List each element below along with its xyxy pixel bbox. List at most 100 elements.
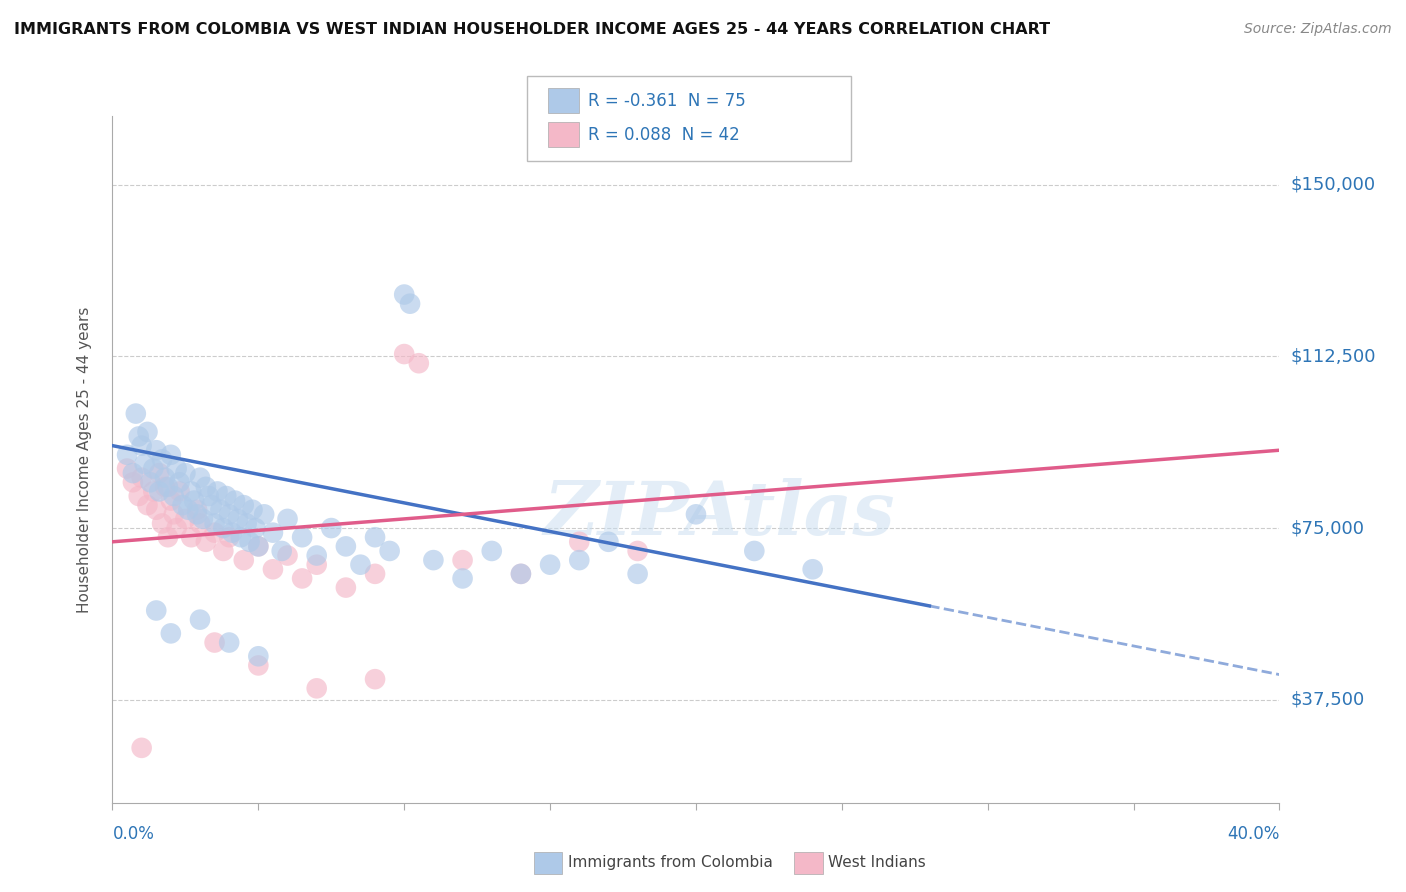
Point	[801, 562, 824, 576]
Point	[247, 540, 270, 554]
Point	[399, 296, 422, 310]
Point	[160, 448, 183, 462]
Point	[262, 525, 284, 540]
Text: R = -0.361  N = 75: R = -0.361 N = 75	[588, 92, 745, 110]
Point	[163, 508, 186, 522]
Point	[150, 452, 173, 467]
Point	[685, 508, 707, 522]
Point	[364, 530, 387, 544]
Point	[166, 521, 188, 535]
Text: West Indians: West Indians	[828, 855, 927, 870]
Point	[204, 635, 226, 649]
Point	[201, 498, 224, 512]
Point	[142, 461, 165, 475]
Point	[148, 466, 170, 480]
Point	[232, 498, 254, 512]
Point	[291, 571, 314, 585]
Point	[568, 534, 591, 549]
Point	[131, 740, 153, 755]
Point	[364, 672, 387, 686]
Point	[538, 558, 561, 572]
Point	[166, 461, 188, 475]
Point	[305, 558, 328, 572]
Point	[242, 502, 264, 516]
Point	[145, 603, 167, 617]
Point	[204, 516, 226, 531]
Point	[186, 508, 208, 522]
Point	[136, 498, 159, 512]
Point	[270, 544, 292, 558]
Point	[136, 425, 159, 439]
Point	[509, 566, 531, 581]
Text: ZIPAtlas: ZIPAtlas	[544, 478, 896, 550]
Point	[188, 471, 211, 485]
Point	[174, 466, 197, 480]
Point	[150, 516, 173, 531]
Text: $37,500: $37,500	[1291, 690, 1365, 709]
Point	[212, 544, 235, 558]
Text: $150,000: $150,000	[1291, 176, 1375, 194]
Point	[125, 407, 148, 421]
Point	[174, 512, 197, 526]
Point	[145, 443, 167, 458]
Point	[134, 457, 156, 471]
Point	[188, 516, 211, 531]
Point	[148, 484, 170, 499]
Text: 40.0%: 40.0%	[1227, 825, 1279, 843]
Point	[218, 508, 240, 522]
Point	[194, 534, 217, 549]
Point	[291, 530, 314, 544]
Point	[245, 521, 267, 535]
Point	[191, 512, 214, 526]
Point	[153, 471, 176, 485]
Point	[247, 540, 270, 554]
Point	[172, 498, 194, 512]
Point	[169, 484, 191, 499]
Text: IMMIGRANTS FROM COLOMBIA VS WEST INDIAN HOUSEHOLDER INCOME AGES 25 - 44 YEARS CO: IMMIGRANTS FROM COLOMBIA VS WEST INDIAN …	[14, 22, 1050, 37]
Point	[142, 484, 165, 499]
Point	[145, 502, 167, 516]
Point	[180, 484, 202, 499]
Y-axis label: Householder Income Ages 25 - 44 years: Householder Income Ages 25 - 44 years	[77, 306, 91, 613]
Point	[364, 566, 387, 581]
Point	[115, 448, 138, 462]
Point	[180, 530, 202, 544]
Point	[247, 658, 270, 673]
Point	[183, 493, 205, 508]
Point	[392, 347, 416, 361]
Point	[509, 566, 531, 581]
Point	[422, 553, 444, 567]
Point	[451, 553, 474, 567]
Point	[335, 581, 357, 595]
Point	[598, 534, 620, 549]
Point	[451, 571, 474, 585]
Point	[169, 475, 191, 490]
Point	[139, 475, 162, 490]
Point	[568, 553, 591, 567]
Text: Immigrants from Colombia: Immigrants from Colombia	[568, 855, 773, 870]
Point	[194, 480, 217, 494]
Point	[239, 534, 262, 549]
Point	[262, 562, 284, 576]
Point	[160, 493, 183, 508]
Text: 0.0%: 0.0%	[112, 825, 155, 843]
Point	[392, 287, 416, 301]
Point	[335, 540, 357, 554]
Point	[626, 544, 648, 558]
Point	[215, 489, 238, 503]
Point	[128, 489, 150, 503]
Point	[378, 544, 401, 558]
Point	[229, 530, 252, 544]
Point	[128, 429, 150, 443]
Point	[321, 521, 343, 535]
Point	[209, 502, 232, 516]
Point	[156, 480, 179, 494]
Text: $112,500: $112,500	[1291, 347, 1376, 366]
Point	[276, 512, 298, 526]
Point	[160, 626, 183, 640]
Point	[131, 439, 153, 453]
Point	[224, 493, 246, 508]
Point	[153, 480, 176, 494]
Point	[305, 549, 328, 563]
Point	[177, 502, 200, 516]
